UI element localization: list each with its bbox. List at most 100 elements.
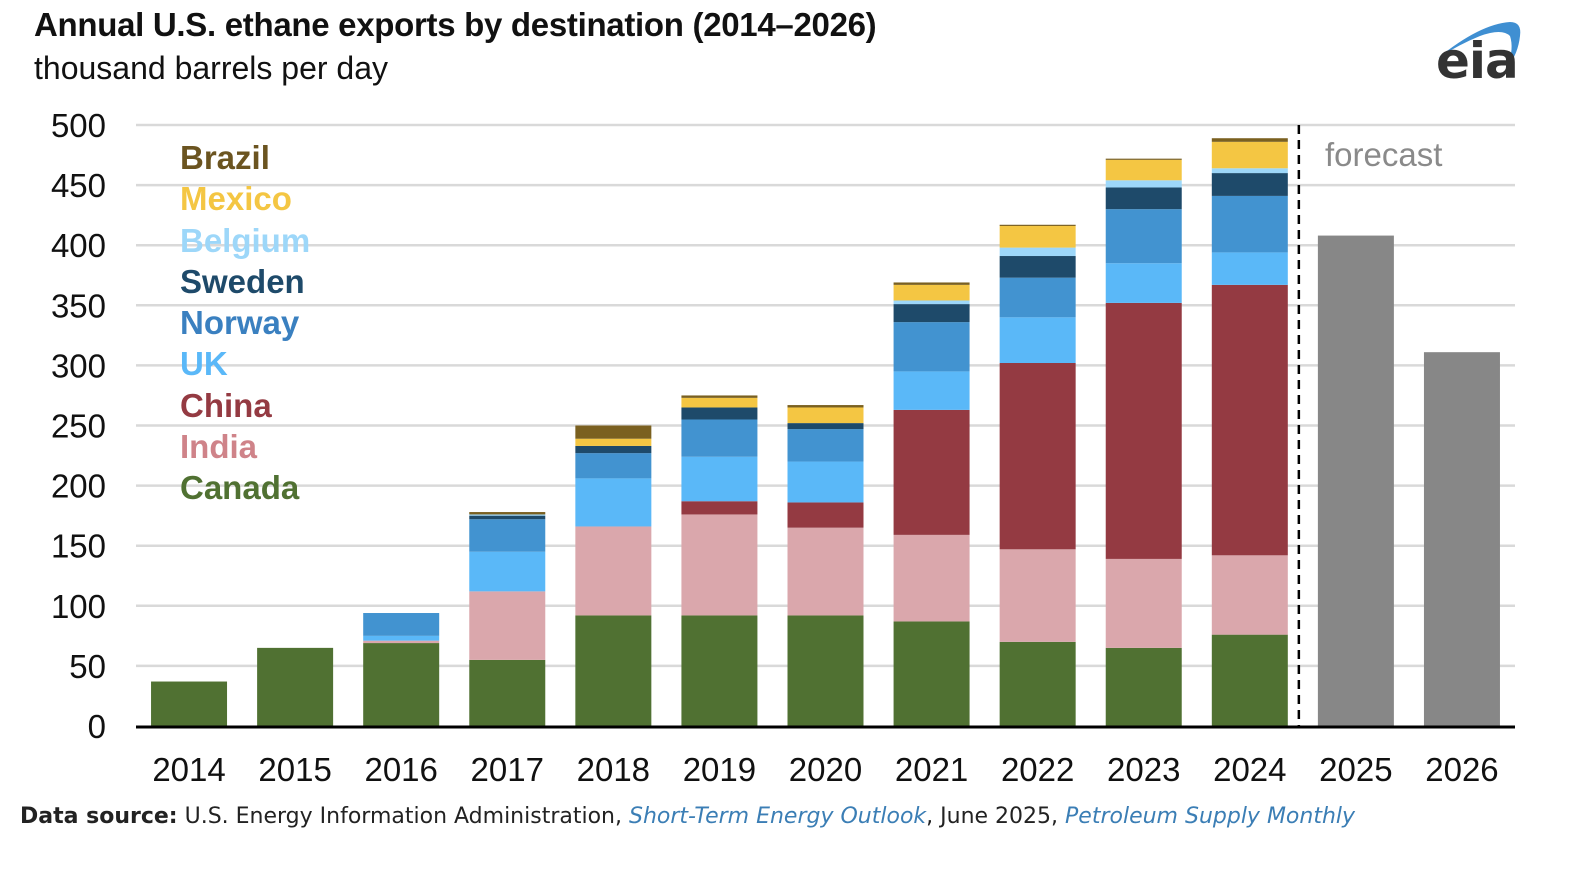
data-source-note: Data source: U.S. Energy Information Adm… [20,804,1355,829]
y-tick-label: 0 [88,708,106,745]
bar-segment-india-2017 [469,591,546,660]
bar-segment-canada-2016 [363,643,440,726]
y-tick-label: 100 [51,588,106,625]
x-tick-label: 2018 [577,751,650,788]
bar-segment-sweden-2022 [999,256,1076,278]
bar-segment-brazil-2023 [1105,158,1182,160]
bar-segment-india-2021 [893,534,970,622]
bar-segment-sweden-2017 [469,515,546,520]
legend-item-mexico: Mexico [180,180,292,218]
x-tick-label: 2016 [364,751,437,788]
legend-item-india: India [180,428,258,466]
bar-segment-china-2024 [1211,284,1288,556]
bar-segment-belgium-2017 [469,514,546,516]
y-tick-label: 250 [51,408,106,445]
legend-item-sweden: Sweden [180,262,305,300]
x-tick-label: 2026 [1425,751,1498,788]
bar-segment-belgium-2021 [893,300,970,305]
eia-swoosh-icon [1438,22,1521,66]
bar-segment-uk-2018 [575,478,652,527]
bar-segment-uk-2020 [787,461,864,503]
bar-segment-uk-2016 [363,635,440,641]
bar-segment-uk-2022 [999,317,1076,363]
bar-segment-belgium-2024 [1211,168,1288,174]
x-tick-label: 2020 [789,751,862,788]
bar-segment-mexico-2019 [681,397,758,408]
bar-segment-norway-2019 [681,419,758,457]
bar-segment-canada-2018 [575,615,652,726]
bar-segment-total-forecast-2025 [1317,235,1394,727]
bar-segment-canada-2023 [1105,647,1182,726]
source-link-steo[interactable]: Short-Term Energy Outlook [628,804,927,829]
bar-segment-uk-2017 [469,551,546,592]
x-tick-label: 2024 [1213,751,1286,788]
bar-segment-canada-2019 [681,615,758,726]
bar-segment-brazil-2018 [575,425,652,439]
chart-title: Annual U.S. ethane exports by destinatio… [34,6,877,43]
bar-segment-china-2021 [893,409,970,535]
eia-logo-text: eia [1436,32,1519,90]
bar-segment-brazil-2022 [999,224,1076,226]
y-tick-label: 150 [51,528,106,565]
x-tick-label: 2017 [471,751,544,788]
bar-segment-norway-2022 [999,277,1076,318]
bar-segment-canada-2024 [1211,634,1288,726]
bar-segment-india-2020 [787,527,864,616]
bar-segment-norway-2021 [893,322,970,372]
bar-segment-sweden-2024 [1211,173,1288,196]
legend-item-belgium: Belgium [180,221,311,259]
bar-segment-belgium-2023 [1105,180,1182,188]
bar-segment-canada-2021 [893,621,970,726]
legend-item-china: China [180,386,272,424]
bar-segment-norway-2018 [575,453,652,479]
x-tick-label: 2025 [1319,751,1392,788]
y-tick-label: 200 [51,468,106,505]
bar-segment-brazil-2020 [787,405,864,408]
bar-segment-china-2019 [681,501,758,515]
bar-segment-india-2023 [1105,558,1182,648]
x-tick-label: 2023 [1107,751,1180,788]
bar-segment-uk-2023 [1105,263,1182,303]
bar-segment-china-2023 [1105,302,1182,559]
y-tick-label: 350 [51,287,106,324]
y-tick-label: 50 [69,648,106,685]
bar-segment-uk-2021 [893,371,970,410]
source-text-1: U.S. Energy Information Administration, [177,804,629,829]
bar-segment-mexico-2020 [787,407,864,424]
bar-segment-brazil-2019 [681,395,758,398]
bar-segment-canada-2017 [469,659,546,726]
legend-item-norway: Norway [180,304,300,342]
bar-segment-china-2020 [787,502,864,528]
bar-segment-sweden-2018 [575,445,652,454]
bar-segment-sweden-2021 [893,304,970,323]
bar-segment-canada-2022 [999,641,1076,726]
bar-segment-canada-2014 [151,681,228,726]
bar-segment-india-2019 [681,514,758,616]
y-tick-label: 450 [51,167,106,204]
bar-segment-sweden-2020 [787,423,864,430]
bar-segment-norway-2020 [787,429,864,462]
legend-item-canada: Canada [180,469,300,507]
eia-logo: eia [1430,14,1530,90]
bar-segment-uk-2019 [681,456,758,502]
y-tick-label: 500 [51,107,106,144]
legend: Brazil Mexico Belgium Sweden Norway UK China In… [180,137,310,509]
bar-segment-china-2022 [999,362,1076,550]
legend-item-brazil: Brazil [180,139,270,176]
bar-segment-india-2024 [1211,555,1288,635]
bar-segment-brazil-2021 [893,282,970,285]
bar-segment-india-2018 [575,526,652,616]
bar-segment-sweden-2019 [681,407,758,420]
x-tick-label: 2022 [1001,751,1074,788]
bar-segment-mexico-2023 [1105,159,1182,181]
bar-segment-uk-2024 [1211,252,1288,285]
source-text-2: , June 2025, [926,804,1066,829]
forecast-label: forecast [1325,136,1443,173]
bar-segment-mexico-2018 [575,438,652,446]
chart-subtitle: thousand barrels per day [34,50,388,86]
bar-segment-norway-2023 [1105,209,1182,264]
bar-segment-canada-2015 [257,647,334,726]
bar-segment-mexico-2021 [893,284,970,301]
source-link-psm[interactable]: Petroleum Supply Monthly [1065,804,1356,829]
